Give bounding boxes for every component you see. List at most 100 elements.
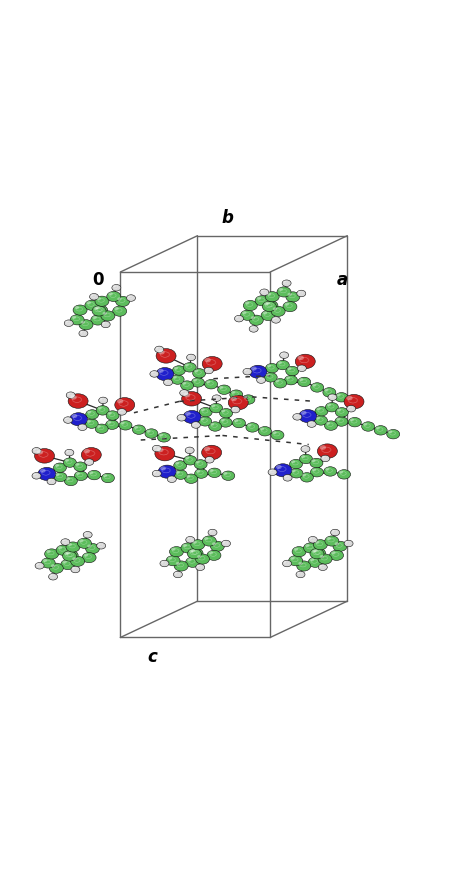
Ellipse shape: [337, 408, 341, 412]
Text: 0: 0: [92, 271, 104, 289]
Ellipse shape: [284, 561, 286, 563]
Ellipse shape: [344, 540, 353, 546]
Ellipse shape: [197, 555, 202, 558]
Ellipse shape: [205, 457, 214, 463]
Ellipse shape: [186, 475, 190, 478]
Ellipse shape: [308, 557, 322, 568]
Ellipse shape: [313, 539, 327, 550]
Ellipse shape: [65, 320, 68, 323]
Ellipse shape: [92, 306, 106, 316]
Ellipse shape: [298, 290, 301, 293]
Ellipse shape: [232, 418, 246, 428]
Ellipse shape: [327, 403, 331, 407]
Ellipse shape: [68, 393, 88, 408]
Ellipse shape: [284, 475, 287, 477]
Ellipse shape: [251, 366, 257, 370]
Ellipse shape: [82, 553, 96, 562]
Ellipse shape: [325, 467, 330, 471]
Ellipse shape: [285, 303, 289, 305]
Ellipse shape: [188, 549, 202, 559]
Ellipse shape: [64, 458, 76, 467]
Ellipse shape: [181, 390, 183, 392]
Ellipse shape: [298, 378, 311, 386]
Ellipse shape: [292, 546, 306, 557]
Ellipse shape: [155, 346, 164, 353]
Ellipse shape: [345, 541, 348, 543]
Ellipse shape: [219, 385, 223, 389]
Ellipse shape: [87, 411, 91, 414]
Ellipse shape: [324, 389, 329, 392]
Ellipse shape: [387, 429, 400, 439]
Ellipse shape: [219, 418, 232, 427]
Ellipse shape: [204, 446, 210, 451]
Ellipse shape: [78, 424, 87, 430]
Ellipse shape: [260, 289, 269, 296]
Ellipse shape: [187, 558, 192, 561]
Ellipse shape: [84, 554, 88, 557]
Ellipse shape: [266, 363, 278, 373]
Ellipse shape: [311, 467, 323, 477]
Ellipse shape: [33, 473, 36, 475]
Ellipse shape: [222, 541, 225, 543]
Ellipse shape: [117, 297, 122, 300]
Ellipse shape: [159, 434, 163, 436]
Ellipse shape: [161, 561, 164, 563]
Ellipse shape: [277, 287, 291, 297]
Ellipse shape: [221, 409, 225, 413]
Ellipse shape: [145, 429, 158, 438]
Ellipse shape: [173, 366, 185, 375]
Ellipse shape: [79, 330, 88, 337]
Ellipse shape: [318, 564, 327, 570]
Ellipse shape: [74, 471, 87, 480]
Ellipse shape: [289, 555, 303, 566]
Ellipse shape: [311, 550, 316, 553]
Ellipse shape: [163, 379, 173, 385]
Ellipse shape: [388, 430, 392, 433]
Ellipse shape: [319, 565, 322, 567]
Ellipse shape: [236, 316, 238, 318]
Ellipse shape: [320, 555, 324, 558]
Ellipse shape: [180, 390, 189, 396]
Ellipse shape: [281, 353, 284, 355]
Ellipse shape: [273, 307, 277, 311]
Ellipse shape: [85, 458, 94, 466]
Ellipse shape: [207, 550, 221, 561]
Ellipse shape: [185, 412, 191, 415]
Ellipse shape: [276, 465, 281, 469]
Ellipse shape: [128, 296, 130, 297]
Ellipse shape: [228, 395, 248, 410]
Ellipse shape: [171, 375, 184, 385]
Ellipse shape: [97, 297, 101, 300]
Ellipse shape: [272, 431, 276, 434]
Ellipse shape: [290, 459, 302, 469]
Ellipse shape: [97, 542, 106, 549]
Ellipse shape: [85, 544, 99, 554]
Ellipse shape: [242, 312, 247, 314]
Ellipse shape: [70, 395, 77, 400]
Ellipse shape: [166, 555, 180, 566]
Ellipse shape: [76, 472, 80, 475]
Ellipse shape: [83, 532, 92, 538]
Ellipse shape: [47, 478, 56, 485]
Ellipse shape: [49, 574, 58, 580]
Ellipse shape: [298, 365, 301, 368]
Ellipse shape: [330, 550, 344, 561]
Ellipse shape: [150, 370, 159, 378]
Ellipse shape: [338, 470, 350, 479]
Ellipse shape: [192, 422, 200, 429]
Ellipse shape: [118, 408, 126, 415]
Ellipse shape: [234, 419, 238, 422]
Ellipse shape: [317, 444, 337, 458]
Ellipse shape: [106, 411, 119, 421]
Ellipse shape: [196, 470, 200, 473]
Ellipse shape: [301, 411, 306, 414]
Ellipse shape: [310, 558, 314, 561]
Ellipse shape: [153, 471, 156, 473]
Ellipse shape: [244, 369, 247, 371]
Ellipse shape: [55, 464, 59, 466]
Ellipse shape: [250, 326, 253, 328]
Ellipse shape: [168, 476, 176, 482]
Ellipse shape: [173, 571, 183, 578]
Ellipse shape: [243, 300, 257, 311]
Ellipse shape: [192, 378, 204, 387]
